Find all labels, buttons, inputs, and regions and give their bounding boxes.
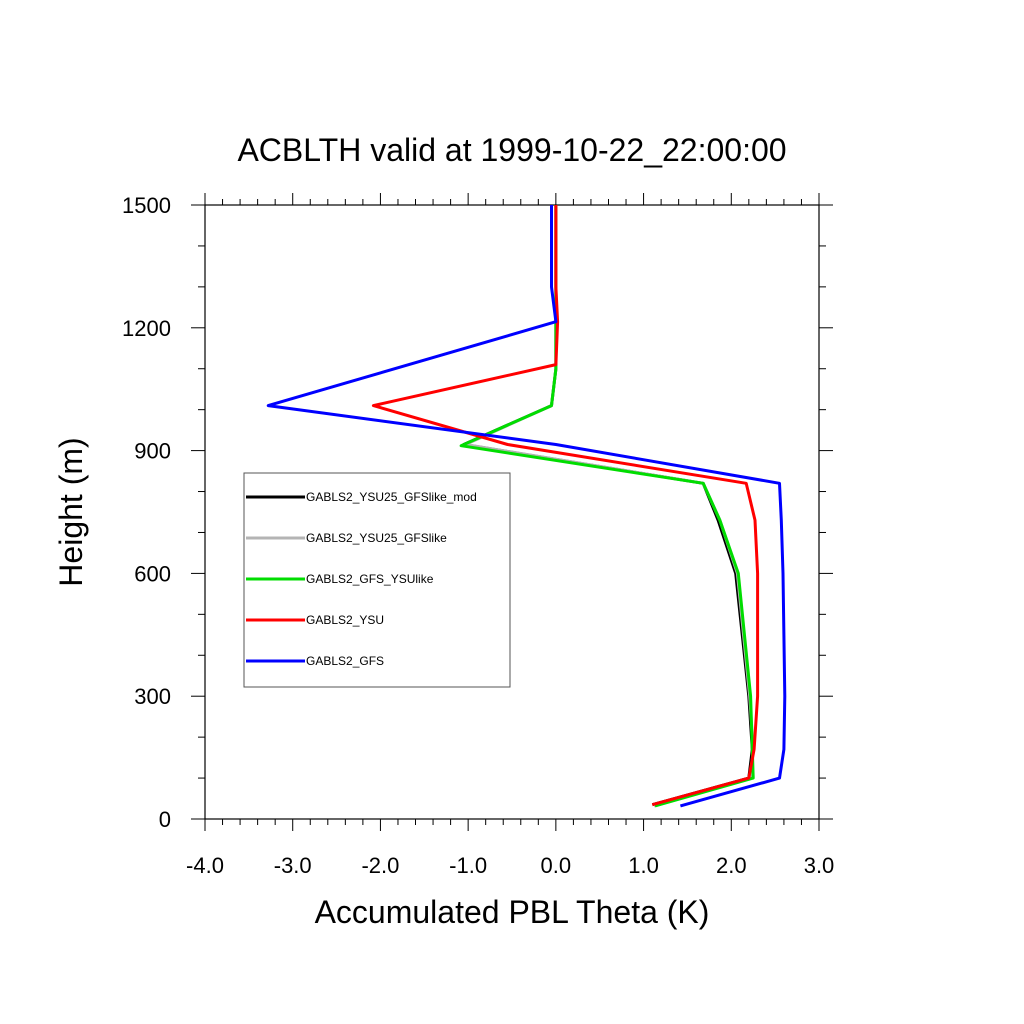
legend-label-2: GABLS2_YSU25_GFSlike [306,531,447,545]
x-tick-label: -3.0 [274,853,312,878]
axis-ticks [191,193,833,831]
legend-label-3: GABLS2_GFS_YSUlike [306,572,434,586]
legend-label-4: GABLS2_YSU [306,613,384,627]
legend: GABLS2_YSU25_GFSlike_mod GABLS2_YSU25_GFS… [243,472,511,688]
series-line-5 [266,205,787,808]
x-tick-labels: -4.0 -3.0 -2.0 -1.0 0.0 1.0 2.0 3.0 [186,853,834,878]
x-tick-label: 0.0 [541,853,572,878]
series-line-4 [371,205,760,807]
plot-frame [204,204,820,820]
plot-border [204,204,820,820]
x-tick-label: 1.0 [628,853,659,878]
x-tick-label: 2.0 [716,853,747,878]
y-tick-label: 900 [134,439,171,464]
x-tick-label: -1.0 [449,853,487,878]
y-tick-labels: 0 300 600 900 1200 1500 [122,193,171,832]
y-tick-label: 600 [134,561,171,586]
y-tick-label: 0 [159,807,171,832]
y-tick-label: 300 [134,684,171,709]
x-axis-label: Accumulated PBL Theta (K) [315,894,710,930]
y-axis-label: Height (m) [53,437,89,586]
chart-title: ACBLTH valid at 1999-10-22_22:00:00 [237,132,786,168]
y-tick-label: 1500 [122,193,171,218]
x-tick-label: -2.0 [361,853,399,878]
y-tick-label: 1200 [122,316,171,341]
x-tick-label: 3.0 [804,853,835,878]
legend-label-5: GABLS2_GFS [306,654,384,668]
legend-label-1: GABLS2_YSU25_GFSlike_mod [306,490,477,504]
series-lines [266,205,787,808]
x-tick-label: -4.0 [186,853,224,878]
